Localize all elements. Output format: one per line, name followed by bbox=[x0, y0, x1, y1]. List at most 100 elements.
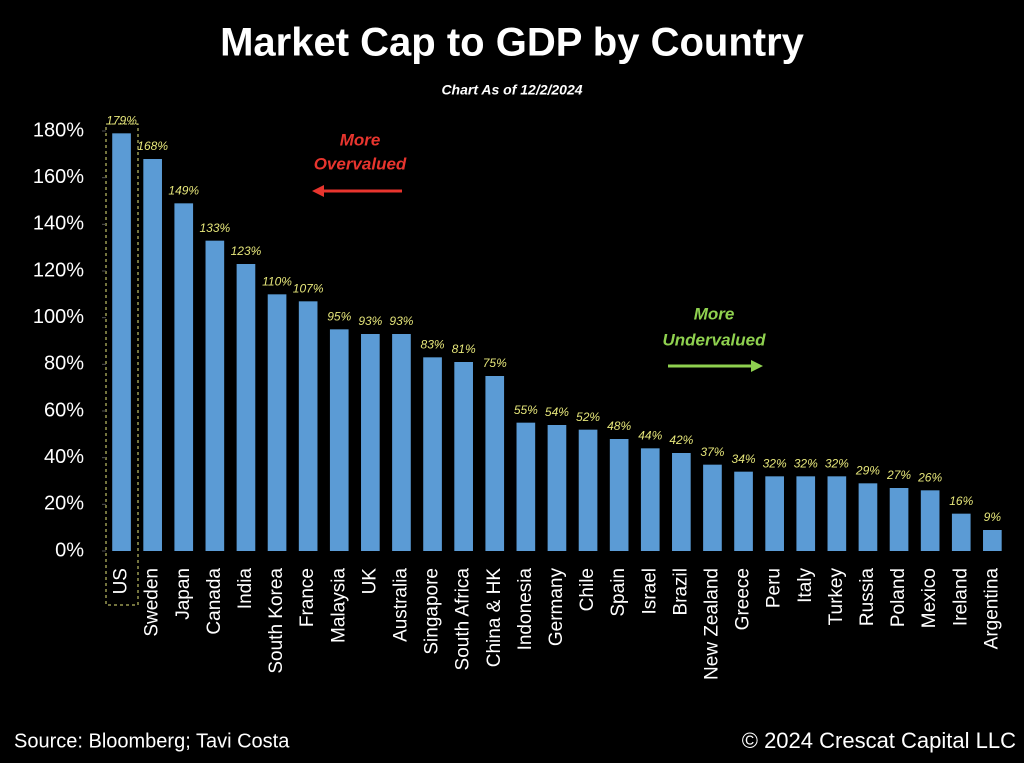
value-label: 34% bbox=[732, 452, 756, 466]
bar bbox=[112, 133, 131, 552]
bar bbox=[205, 240, 225, 551]
bar bbox=[578, 429, 598, 551]
bar bbox=[423, 357, 442, 551]
x-tick-label: China & HK bbox=[484, 568, 505, 668]
bar bbox=[796, 476, 816, 551]
x-tick-label: Indonesia bbox=[515, 568, 536, 651]
value-label: 107% bbox=[293, 282, 324, 296]
value-label: 55% bbox=[514, 403, 538, 417]
y-tick-label: 160% bbox=[33, 166, 84, 188]
bar bbox=[143, 159, 162, 551]
x-tick-label: Sweden bbox=[142, 568, 163, 637]
value-label: 26% bbox=[917, 471, 942, 485]
y-tick-label: 120% bbox=[33, 259, 84, 281]
bar bbox=[236, 264, 256, 551]
bar bbox=[703, 464, 722, 551]
value-label: 123% bbox=[231, 244, 262, 258]
x-tick-label: Poland bbox=[888, 568, 909, 627]
arrow-head bbox=[312, 185, 324, 197]
x-tick-label: Japan bbox=[173, 568, 194, 620]
source-note: Source: Bloomberg; Tavi Costa bbox=[14, 730, 290, 752]
bar bbox=[672, 453, 691, 551]
bar bbox=[827, 476, 847, 551]
bar bbox=[983, 530, 1002, 551]
annotation: Overvalued bbox=[314, 154, 407, 173]
arrow bbox=[312, 185, 402, 197]
highlight-box bbox=[105, 123, 139, 606]
value-label: 149% bbox=[168, 184, 199, 198]
value-label: 179% bbox=[106, 114, 137, 128]
value-label: 81% bbox=[452, 342, 476, 356]
bar bbox=[361, 334, 380, 551]
y-tick-label: 140% bbox=[33, 213, 84, 235]
chart-subtitle: Chart As of 12/2/2024 bbox=[441, 82, 582, 98]
bar bbox=[485, 376, 505, 551]
x-tick-label: Chile bbox=[577, 568, 598, 611]
value-label: 9% bbox=[984, 510, 1002, 524]
value-label: 29% bbox=[855, 464, 880, 478]
bar bbox=[547, 425, 567, 551]
y-tick-label: 40% bbox=[44, 446, 84, 468]
arrow-head bbox=[751, 360, 763, 372]
value-label: 32% bbox=[763, 457, 787, 471]
x-tick-label: US bbox=[111, 568, 132, 594]
value-label: 42% bbox=[669, 433, 693, 447]
value-label: 95% bbox=[327, 310, 351, 324]
x-tick-label: Mexico bbox=[919, 568, 940, 628]
x-tick-label: France bbox=[297, 568, 318, 627]
value-label: 44% bbox=[638, 429, 662, 443]
value-label: 16% bbox=[949, 494, 973, 508]
bar bbox=[640, 448, 660, 551]
bar bbox=[454, 362, 473, 551]
x-tick-label: Malaysia bbox=[328, 568, 349, 643]
x-tick-label: Ireland bbox=[950, 568, 971, 626]
value-label: 32% bbox=[794, 457, 818, 471]
x-tick-label: Italy bbox=[795, 568, 816, 603]
value-label: 75% bbox=[483, 356, 507, 370]
bar bbox=[516, 422, 536, 551]
x-tick-label: Germany bbox=[546, 568, 567, 647]
x-tick-label: Singapore bbox=[422, 568, 443, 655]
x-tick-label: Brazil bbox=[670, 568, 691, 616]
value-label: 133% bbox=[199, 221, 230, 235]
x-tick-label: Argentina bbox=[981, 568, 1002, 650]
bar bbox=[174, 203, 194, 552]
value-label: 37% bbox=[700, 445, 724, 459]
chart-title: Market Cap to GDP by Country bbox=[220, 21, 805, 65]
x-tick-label: Australia bbox=[390, 568, 411, 642]
annotation: Undervalued bbox=[663, 330, 767, 349]
bar bbox=[889, 488, 909, 551]
value-label: 93% bbox=[358, 314, 382, 328]
x-tick-label: New Zealand bbox=[701, 568, 722, 680]
x-tick-label: Russia bbox=[857, 568, 878, 627]
annotation: More bbox=[694, 304, 735, 323]
bar bbox=[298, 301, 318, 551]
bar bbox=[920, 490, 940, 551]
value-label: 83% bbox=[421, 338, 445, 352]
bar bbox=[267, 294, 287, 551]
bar bbox=[734, 471, 753, 551]
value-label: 32% bbox=[825, 457, 849, 471]
bar bbox=[858, 483, 878, 551]
x-tick-label: Spain bbox=[608, 568, 629, 617]
x-tick-label: South Africa bbox=[453, 568, 474, 671]
value-label: 27% bbox=[886, 468, 911, 482]
value-label: 52% bbox=[576, 410, 600, 424]
y-tick-label: 60% bbox=[44, 399, 84, 421]
value-label: 110% bbox=[262, 275, 292, 289]
value-label: 168% bbox=[137, 139, 168, 153]
y-tick-label: 180% bbox=[33, 119, 84, 141]
arrow bbox=[668, 360, 763, 372]
bar bbox=[951, 513, 971, 551]
x-tick-label: Turkey bbox=[826, 568, 847, 626]
y-tick-label: 20% bbox=[44, 493, 84, 515]
y-tick-label: 0% bbox=[55, 539, 84, 561]
x-tick-label: Peru bbox=[764, 568, 785, 608]
copyright: © 2024 Crescat Capital LLC bbox=[742, 728, 1016, 753]
x-tick-label: South Korea bbox=[266, 568, 287, 674]
x-tick-label: Canada bbox=[204, 568, 225, 635]
bar bbox=[392, 334, 411, 551]
value-label: 93% bbox=[389, 314, 413, 328]
annotation: More bbox=[340, 130, 381, 149]
